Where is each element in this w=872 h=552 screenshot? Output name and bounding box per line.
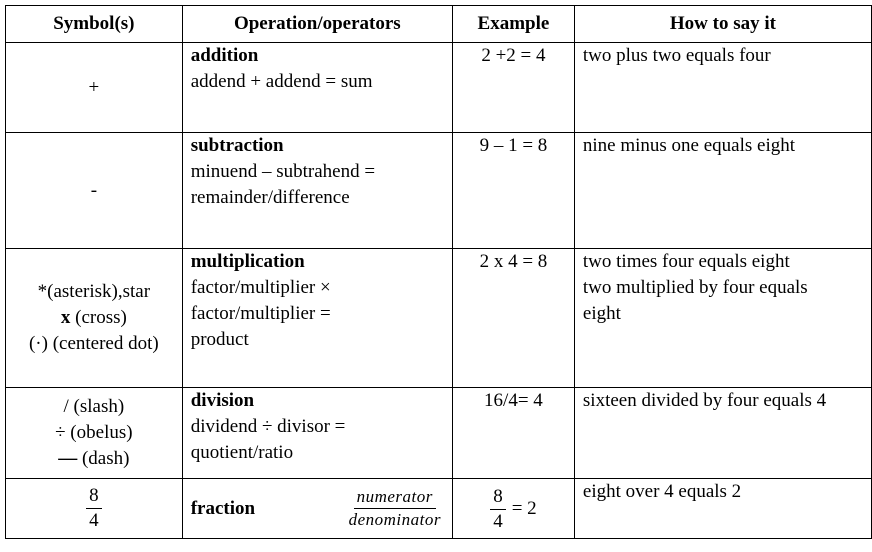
header-row: Symbol(s) Operation/operators Example Ho… <box>5 5 872 43</box>
symbol-text: - <box>90 179 98 201</box>
fraction-formula: numerator denominator <box>346 486 444 531</box>
example-cell: 16/4= 4 <box>451 387 575 479</box>
fraction-numerator: 8 <box>86 484 102 509</box>
formula-numerator: numerator <box>353 486 436 509</box>
operation-description: product <box>190 329 249 350</box>
operation-name: addition <box>190 45 259 66</box>
formula-denominator: denominator <box>348 510 441 529</box>
operation-cell: division dividend ÷ divisor = quotient/r… <box>181 387 453 479</box>
table-row-fraction: 8 4 fraction numerator denominator 8 <box>5 478 872 539</box>
how-to-say-cell: nine minus one equals eight <box>573 132 872 249</box>
operation-cell: addition addend + addend = sum <box>181 42 453 133</box>
example-cell: 8 4 = 2 <box>451 478 575 539</box>
example-cell: 2 +2 = 4 <box>451 42 575 133</box>
how-to-say-text: two plus two equals four <box>582 45 771 66</box>
operation-description: factor/multiplier × <box>190 277 331 298</box>
example-fraction: 8 4 <box>490 485 506 534</box>
header-example: Example <box>451 5 575 43</box>
table-row-multiplication: *(asterisk),star x (cross) (·) (centered… <box>5 248 872 388</box>
symbol-text: *(asterisk),star <box>37 281 151 302</box>
symbol-cell: - <box>5 132 183 249</box>
symbol-text: x (cross) <box>14 305 174 331</box>
header-how-to-say: How to say it <box>573 5 872 43</box>
symbol-text: (·) (centered dot) <box>28 333 159 354</box>
symbol-cell: / (slash) ÷ (obelus) — (dash) <box>5 387 183 479</box>
operation-name: multiplication <box>190 251 305 272</box>
header-symbols: Symbol(s) <box>5 5 183 43</box>
operation-name: subtraction <box>190 135 284 156</box>
how-to-say-text: eight over 4 equals 2 <box>582 481 742 502</box>
symbol-text: — (dash) <box>14 446 174 472</box>
dash-symbol: — <box>58 448 78 469</box>
how-to-say-cell: two plus two equals four <box>573 42 872 133</box>
example-numerator: 8 <box>490 485 506 510</box>
how-to-say-text: two times four equals eight <box>582 251 790 272</box>
example-result: = 2 <box>511 498 537 519</box>
operation-name: division <box>190 390 255 411</box>
symbol-text: / (slash) <box>63 396 125 417</box>
operation-cell: multiplication factor/multiplier × facto… <box>181 248 453 388</box>
table-row-division: / (slash) ÷ (obelus) — (dash) division d… <box>5 387 872 479</box>
header-operation: Operation/operators <box>181 5 453 43</box>
how-to-say-text: sixteen divided by four equals 4 <box>582 390 827 411</box>
example-cell: 2 x 4 = 8 <box>451 248 575 388</box>
example-denominator: 4 <box>493 510 503 532</box>
operation-description: quotient/ratio <box>190 442 294 463</box>
how-to-say-text: nine minus one equals eight <box>582 135 796 156</box>
operation-description: remainder/difference <box>190 187 350 208</box>
operation-description: factor/multiplier = <box>190 303 331 324</box>
fraction-symbol: 8 4 <box>86 484 102 533</box>
symbol-cell: 8 4 <box>5 478 183 539</box>
table-row-addition: + addition addend + addend = sum 2 +2 = … <box>5 42 872 133</box>
how-to-say-cell: eight over 4 equals 2 <box>573 478 872 539</box>
how-to-say-cell: sixteen divided by four equals 4 <box>573 387 872 479</box>
symbol-text: + <box>88 76 100 98</box>
how-to-say-text: two multiplied by four equals <box>582 277 808 298</box>
how-to-say-cell: two times four equals eight two multipli… <box>573 248 872 388</box>
cross-symbol: x <box>60 307 71 328</box>
symbol-cell: *(asterisk),star x (cross) (·) (centered… <box>5 248 183 388</box>
operation-description: dividend ÷ divisor = <box>190 416 346 437</box>
fraction-denominator: 4 <box>89 510 99 531</box>
table-row-subtraction: - subtraction minuend – subtrahend = rem… <box>5 132 872 249</box>
how-to-say-text: eight <box>582 303 621 324</box>
operation-cell: subtraction minuend – subtrahend = remai… <box>181 132 453 249</box>
operation-name: fraction <box>190 497 256 519</box>
operation-description: minuend – subtrahend = <box>190 161 376 182</box>
symbol-cell: + <box>5 42 183 133</box>
dash-label: (dash) <box>81 448 130 469</box>
example-cell: 9 – 1 = 8 <box>451 132 575 249</box>
operations-table: Symbol(s) Operation/operators Example Ho… <box>5 5 872 539</box>
operation-cell: fraction numerator denominator <box>181 478 453 539</box>
symbol-text: ÷ (obelus) <box>55 422 133 443</box>
operation-description: addend + addend = sum <box>190 71 373 92</box>
cross-label: (cross) <box>75 307 127 328</box>
